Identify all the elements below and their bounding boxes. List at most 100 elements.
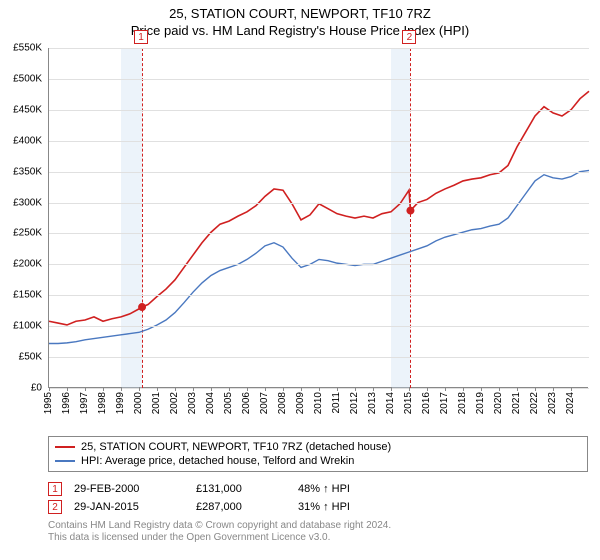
series-svg [49,48,589,388]
x-tick [121,387,122,391]
gridline-y [49,203,589,204]
y-axis-label: £550K [0,43,42,54]
x-tick [247,387,248,391]
event-price-0: £131,000 [196,483,286,495]
x-tick [427,387,428,391]
x-axis-label: 2011 [331,392,342,414]
x-tick [139,387,140,391]
y-axis-label: £200K [0,259,42,270]
legend-swatch-1 [55,460,75,462]
event-price-1: £287,000 [196,501,286,513]
x-axis-label: 1997 [79,392,90,414]
x-axis-label: 2022 [529,392,540,414]
event-row-1: 2 29-JAN-2015 £287,000 31% ↑ HPI [48,500,350,514]
x-tick [229,387,230,391]
legend-label-0: 25, STATION COURT, NEWPORT, TF10 7RZ (de… [81,440,391,454]
x-axis-label: 2005 [223,392,234,414]
legend-row-0: 25, STATION COURT, NEWPORT, TF10 7RZ (de… [55,440,581,454]
y-axis-label: £150K [0,290,42,301]
x-axis-label: 2016 [421,392,432,414]
x-axis-label: 2002 [169,392,180,414]
x-tick [319,387,320,391]
x-axis-label: 1996 [61,392,72,414]
y-axis-label: £50K [0,352,42,363]
x-tick [391,387,392,391]
y-axis-label: £450K [0,104,42,115]
y-axis-label: £400K [0,135,42,146]
event-date-0: 29-FEB-2000 [74,483,184,495]
y-axis-label: £100K [0,321,42,332]
chart-container: 25, STATION COURT, NEWPORT, TF10 7RZ Pri… [0,0,600,560]
x-tick [211,387,212,391]
x-axis-label: 2010 [313,392,324,414]
x-axis-label: 2021 [511,392,522,414]
x-axis-label: 2001 [151,392,162,414]
y-axis-label: £0 [0,383,42,394]
gridline-y [49,141,589,142]
x-axis-label: 2023 [547,392,558,414]
x-tick [499,387,500,391]
footer: Contains HM Land Registry data © Crown c… [48,520,391,544]
x-tick [553,387,554,391]
x-axis-label: 2019 [475,392,486,414]
event-date-1: 29-JAN-2015 [74,501,184,513]
x-axis-label: 2018 [457,392,468,414]
sale-marker-box: 2 [402,30,416,44]
x-tick [355,387,356,391]
x-axis-label: 2000 [133,392,144,414]
x-axis-label: 2013 [367,392,378,414]
x-tick [85,387,86,391]
x-tick [535,387,536,391]
x-axis-label: 2015 [403,392,414,414]
gridline-y [49,264,589,265]
gridline-y [49,357,589,358]
gridline-y [49,233,589,234]
gridline-y [49,326,589,327]
plot-region [48,48,588,388]
y-axis-label: £350K [0,166,42,177]
x-tick [445,387,446,391]
gridline-y [49,295,589,296]
gridline-y [49,79,589,80]
x-axis-label: 2003 [187,392,198,414]
legend-row-1: HPI: Average price, detached house, Telf… [55,454,581,468]
gridline-y [49,110,589,111]
x-axis-label: 2008 [277,392,288,414]
x-tick [157,387,158,391]
gridline-y [49,172,589,173]
y-axis-label: £250K [0,228,42,239]
x-tick [571,387,572,391]
x-tick [103,387,104,391]
series-property [49,91,589,325]
event-row-0: 1 29-FEB-2000 £131,000 48% ↑ HPI [48,482,350,496]
x-axis-label: 2007 [259,392,270,414]
legend-box: 25, STATION COURT, NEWPORT, TF10 7RZ (de… [48,436,588,472]
legend: 25, STATION COURT, NEWPORT, TF10 7RZ (de… [48,436,588,472]
y-axis-label: £300K [0,197,42,208]
x-tick [265,387,266,391]
y-axis-label: £500K [0,73,42,84]
x-tick [481,387,482,391]
legend-swatch-0 [55,446,75,448]
chart-title-sub: Price paid vs. HM Land Registry's House … [0,23,600,38]
x-tick [337,387,338,391]
footer-line2: This data is licensed under the Open Gov… [48,532,391,544]
x-tick [409,387,410,391]
x-tick [517,387,518,391]
event-delta-0: 48% ↑ HPI [298,483,350,495]
x-axis-label: 1999 [115,392,126,414]
sale-point [138,303,146,311]
chart-title-address: 25, STATION COURT, NEWPORT, TF10 7RZ [0,6,600,21]
series-hpi [49,170,589,343]
x-tick [49,387,50,391]
x-tick [283,387,284,391]
x-axis-label: 2004 [205,392,216,414]
sale-events: 1 29-FEB-2000 £131,000 48% ↑ HPI 2 29-JA… [48,478,350,514]
x-axis-label: 1995 [43,392,54,414]
x-axis-label: 1998 [97,392,108,414]
legend-label-1: HPI: Average price, detached house, Telf… [81,454,354,468]
x-axis-label: 2014 [385,392,396,414]
x-axis-label: 2012 [349,392,360,414]
footer-line1: Contains HM Land Registry data © Crown c… [48,520,391,532]
x-tick [175,387,176,391]
